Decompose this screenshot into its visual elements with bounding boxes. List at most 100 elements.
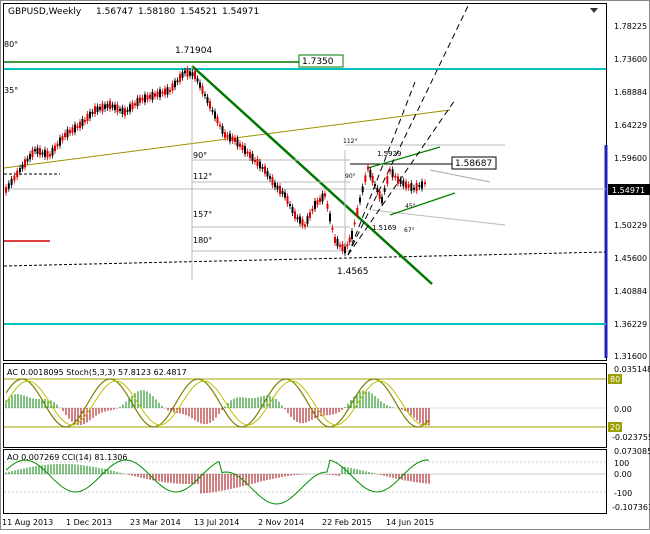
candle-body xyxy=(234,138,236,142)
candle-body xyxy=(84,119,86,122)
candle-body xyxy=(111,104,114,108)
price-tick: 1.68884 xyxy=(614,88,647,97)
candle-body xyxy=(413,187,415,190)
price-tick: 1.40884 xyxy=(614,287,647,296)
candle-body xyxy=(206,96,209,104)
candle-body xyxy=(259,161,261,169)
ac-stoch-panel xyxy=(3,363,607,448)
candle-body xyxy=(164,88,166,95)
candle-body xyxy=(96,106,99,112)
candle-body xyxy=(371,175,374,183)
fan-rays[interactable] xyxy=(347,5,469,256)
price-axis: 1.78225 1.73600 1.68884 1.64229 1.59600 … xyxy=(614,22,647,361)
candle-body xyxy=(378,191,381,199)
candle-body xyxy=(24,159,26,168)
candle-body xyxy=(176,80,179,83)
channel-lower[interactable] xyxy=(389,192,456,216)
candle-body xyxy=(241,144,244,151)
candle-body xyxy=(236,138,239,147)
fib-grid-left xyxy=(191,66,506,280)
candle-body xyxy=(114,104,116,110)
candle-body xyxy=(346,244,349,247)
ac-axis-tick: -0.023755 xyxy=(612,433,650,442)
dashed-trend-bottom[interactable] xyxy=(3,251,607,267)
candle-body xyxy=(56,143,59,147)
candle-body xyxy=(381,196,383,204)
fan-line-upper[interactable] xyxy=(3,109,451,169)
candle-body xyxy=(71,127,74,133)
candle-body xyxy=(229,133,231,142)
candle-body xyxy=(116,104,119,113)
candle-body xyxy=(179,74,181,82)
candle-body xyxy=(129,104,131,112)
candle-body xyxy=(79,121,81,129)
candle-body xyxy=(321,193,324,202)
candle-body xyxy=(369,169,372,178)
candle-body xyxy=(289,204,291,207)
ao-axis-tick: -100 xyxy=(614,489,632,498)
candle-body xyxy=(81,118,84,127)
candle-body xyxy=(191,72,194,77)
candle-body xyxy=(276,185,279,190)
candle-body xyxy=(61,136,64,141)
svg-text:1.54971: 1.54971 xyxy=(612,186,645,195)
fib-label: 90° xyxy=(345,173,356,180)
candle-body xyxy=(194,71,196,79)
price-tick: 1.36229 xyxy=(614,320,647,329)
candle-body xyxy=(359,197,361,203)
candle-body xyxy=(309,212,311,218)
candle-body xyxy=(391,169,394,178)
candle-body xyxy=(64,132,66,138)
candle-body xyxy=(415,183,418,191)
ao-cci-label: AO 0.007269 CCI(14) 81.1306 xyxy=(7,453,127,462)
candle-body xyxy=(410,183,413,191)
svg-text:80: 80 xyxy=(610,375,620,384)
chart-menu-icon[interactable] xyxy=(590,8,598,13)
candle-body xyxy=(184,70,186,74)
candle-body xyxy=(294,211,296,219)
candle-body xyxy=(341,244,344,251)
price-tick: 1.73600 xyxy=(614,55,647,64)
candle-body xyxy=(271,177,274,186)
downtrend-line[interactable] xyxy=(191,65,433,285)
candle-body xyxy=(424,182,426,185)
stoch-main-line xyxy=(5,378,430,428)
candle-body xyxy=(316,200,319,205)
candle-body xyxy=(329,213,331,222)
candle-body xyxy=(66,129,69,138)
candle-body xyxy=(46,150,49,158)
candle-body xyxy=(126,109,129,112)
candle-body xyxy=(216,116,219,124)
symbol-label: GBPUSD,Weekly xyxy=(8,7,82,17)
ao-axis-tick: 100 xyxy=(614,459,629,468)
grey-fan-line xyxy=(429,169,491,183)
candle-body xyxy=(41,152,44,155)
candle-body xyxy=(274,182,276,188)
candle-body xyxy=(361,186,364,193)
fib-label: 90° xyxy=(193,151,207,160)
time-tick: 14 Jun 2015 xyxy=(386,518,434,527)
candle-body xyxy=(269,176,271,179)
label-swing-low: 1.5169 xyxy=(372,224,397,232)
fib-label: 67° xyxy=(404,227,415,234)
time-tick: 2 Nov 2014 xyxy=(258,518,304,527)
candle-body xyxy=(69,130,71,134)
candle-body xyxy=(311,208,314,212)
channel-upper[interactable] xyxy=(367,146,441,169)
candle-body xyxy=(261,166,264,169)
price-tick: 1.78225 xyxy=(614,22,647,31)
candle-body xyxy=(39,148,41,156)
candle-body xyxy=(319,198,321,202)
candle-body xyxy=(99,106,101,110)
ohlc-open: 1.56747 xyxy=(96,7,133,17)
stoch-80-tag: 80 xyxy=(608,374,622,384)
candle-body xyxy=(36,147,39,155)
price-tick: 1.64229 xyxy=(614,121,647,130)
candle-body xyxy=(154,93,156,97)
candle-body xyxy=(186,68,189,77)
price-candles xyxy=(5,65,426,257)
label-low: 1.4565 xyxy=(337,267,369,277)
candle-body xyxy=(104,104,106,109)
candle-body xyxy=(19,167,21,173)
